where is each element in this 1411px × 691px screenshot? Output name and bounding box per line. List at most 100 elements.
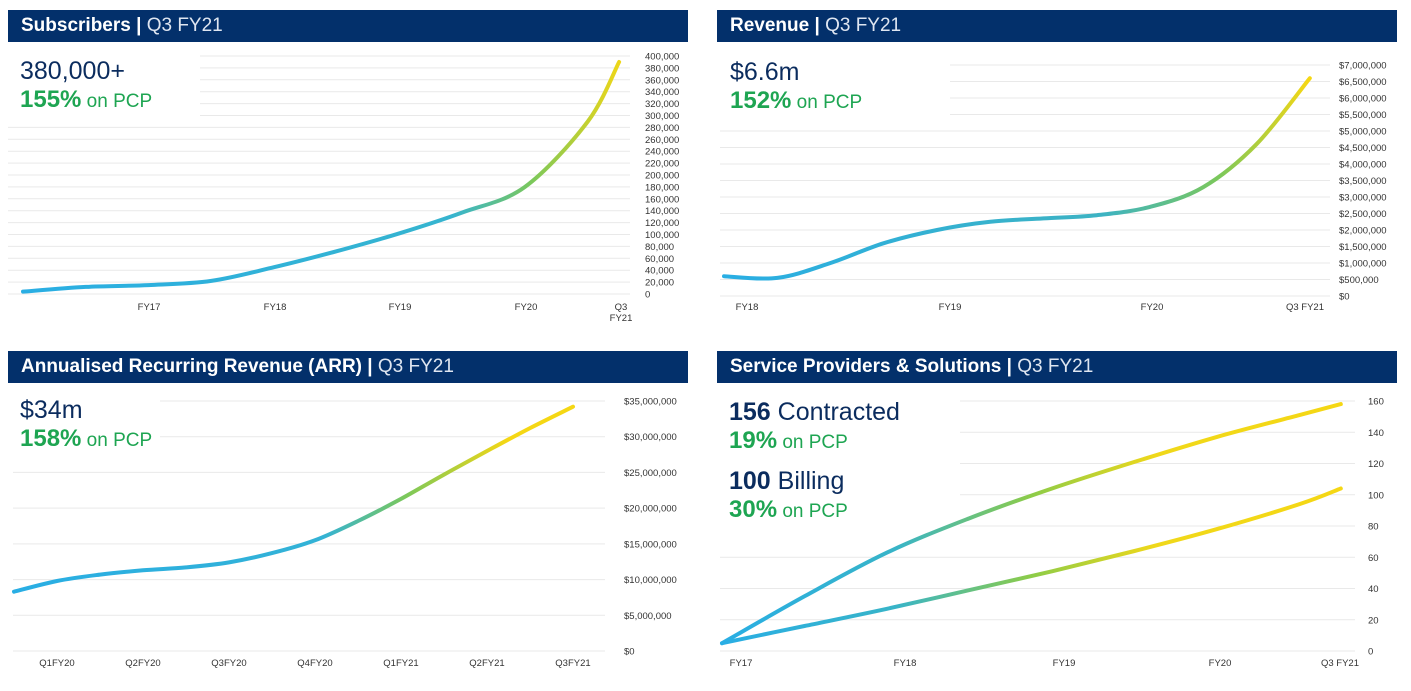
series-line-arr [12, 404, 575, 594]
growth-label: on PCP [777, 432, 848, 453]
x-tick-label: Q4FY20 [297, 658, 332, 669]
y-tick-label: 400,000 [645, 52, 679, 63]
y-tick-label: 180,000 [645, 182, 679, 193]
x-tick-label: Q3 [615, 302, 628, 313]
panel-title: Revenue [730, 15, 810, 36]
y-tick-label: 80,000 [645, 242, 674, 253]
kpi-number: 156 [729, 398, 771, 426]
revenue-chart: $0 $500,000 $1,000,000 $1,500,000 $2,000,000… [720, 61, 1387, 313]
y-tick-label: 340,000 [645, 87, 679, 98]
kpi-growth: 155% on PCP [20, 88, 152, 112]
y-tick-label: 120 [1368, 459, 1384, 470]
kpi-number: $6.6m [730, 58, 800, 86]
x-tick-label: Q1FY20 [39, 658, 74, 669]
y-tick-label: 300,000 [645, 111, 679, 122]
title-separator: | [1001, 356, 1018, 377]
growth-label: on PCP [791, 92, 863, 113]
y-tick-label: $2,000,000 [1339, 226, 1387, 237]
panel-period: Q3 FY21 [377, 356, 454, 377]
panel-title: Service Providers & Solutions [730, 356, 1002, 377]
y-tick-label: 100 [1368, 490, 1384, 501]
x-tick-label: Q2FY21 [469, 658, 504, 669]
service-providers-chart: 0 20 40 60 80 100 120 140 160 FY17 FY18 FY19 FY20 Q3 … [720, 397, 1384, 669]
kpi-unit: Billing [770, 467, 845, 495]
growth-label: on PCP [81, 430, 153, 451]
y-tick-label: $4,000,000 [1339, 160, 1387, 171]
x-tick-label: FY20 [1209, 658, 1232, 669]
x-tick-label: Q3 FY21 [1321, 658, 1359, 669]
subscribers-panel-header: Subscribers | Q3 FY21 [8, 10, 688, 42]
kpi-value: 156 Contracted [729, 400, 900, 425]
growth-percent: 30% [729, 496, 778, 523]
panel-title: Subscribers [21, 15, 131, 36]
panel-title: Annualised Recurring Revenue (ARR) [21, 356, 362, 377]
y-tick-label: 100,000 [645, 230, 679, 241]
y-tick-label: 120,000 [645, 218, 679, 229]
y-tick-label: 160 [1368, 397, 1384, 408]
y-tick-label: 140,000 [645, 206, 679, 217]
series-line-revenue [722, 76, 1312, 281]
y-tick-label: $10,000,000 [624, 575, 677, 586]
kpi-growth: 158% on PCP [20, 427, 152, 451]
panel-period: Q3 FY21 [146, 15, 223, 36]
series-line-contracted [720, 402, 1343, 646]
x-tick-label: FY18 [894, 658, 917, 669]
revenue-panel-header: Revenue | Q3 FY21 [717, 10, 1397, 42]
y-tick-label: $2,500,000 [1339, 209, 1387, 220]
x-tick-label: FY20 [1141, 302, 1164, 313]
kpi-value: $6.6m [730, 60, 862, 85]
x-tick-label: FY17 [138, 302, 161, 313]
x-tick-label: FY19 [389, 302, 412, 313]
growth-label: on PCP [777, 501, 848, 522]
arr-panel-header: Annualised Recurring Revenue (ARR) | Q3 … [8, 351, 688, 383]
growth-label: on PCP [81, 91, 153, 112]
growth-percent: 152% [730, 87, 792, 114]
series-line-subscribers [21, 60, 622, 294]
panel-period: Q3 FY21 [825, 15, 902, 36]
y-tick-label: $0 [1339, 292, 1350, 303]
x-tick-label: FY17 [730, 658, 753, 669]
y-tick-label: $25,000,000 [624, 468, 677, 479]
y-tick-label: $3,000,000 [1339, 193, 1387, 204]
kpi-number: 100 [729, 467, 771, 495]
y-tick-label: 380,000 [645, 63, 679, 74]
y-tick-label: 60 [1368, 553, 1379, 564]
title-separator: | [362, 356, 378, 377]
kpi-growth: 19% on PCP [729, 429, 900, 453]
y-tick-label: $3,500,000 [1339, 176, 1387, 187]
y-tick-label: 0 [645, 290, 650, 301]
y-tick-label: 320,000 [645, 99, 679, 110]
panel-period: Q3 FY21 [1017, 356, 1094, 377]
kpi-number: $34m [20, 396, 83, 424]
x-tick-label: FY19 [939, 302, 962, 313]
y-tick-label: 220,000 [645, 159, 679, 170]
revenue-kpi: $6.6m 152% on PCP [730, 60, 862, 113]
y-tick-label: $7,000,000 [1339, 61, 1387, 72]
y-tick-label: 160,000 [645, 194, 679, 205]
y-tick-label: 20 [1368, 615, 1379, 626]
growth-percent: 158% [20, 425, 82, 452]
y-tick-label: $4,500,000 [1339, 143, 1387, 154]
y-tick-label: 40 [1368, 584, 1379, 595]
x-tick-label: FY18 [736, 302, 759, 313]
y-tick-label: $6,500,000 [1339, 77, 1387, 88]
y-tick-label: $0 [624, 647, 635, 658]
kpi-growth: 152% on PCP [730, 89, 862, 113]
x-tick-label: FY18 [264, 302, 287, 313]
y-tick-label: $1,000,000 [1339, 259, 1387, 270]
contracted-kpi: 156 Contracted 19% on PCP [729, 400, 900, 453]
kpi-growth: 30% on PCP [729, 498, 848, 522]
y-tick-label: $6,000,000 [1339, 94, 1387, 105]
series-line-billing [720, 486, 1343, 646]
y-tick-label: 280,000 [645, 123, 679, 134]
y-tick-label: 360,000 [645, 75, 679, 86]
y-tick-label: $500,000 [1339, 275, 1379, 286]
x-tick-label: FY19 [1053, 658, 1076, 669]
y-tick-label: $5,000,000 [624, 611, 672, 622]
y-tick-label: $1,500,000 [1339, 242, 1387, 253]
y-tick-label: $35,000,000 [624, 397, 677, 408]
x-tick-label: Q2FY20 [125, 658, 160, 669]
y-tick-label: $5,000,000 [1339, 127, 1387, 138]
subscribers-chart: 020,00040,00060,00080,000100,000120,0001… [8, 52, 679, 324]
